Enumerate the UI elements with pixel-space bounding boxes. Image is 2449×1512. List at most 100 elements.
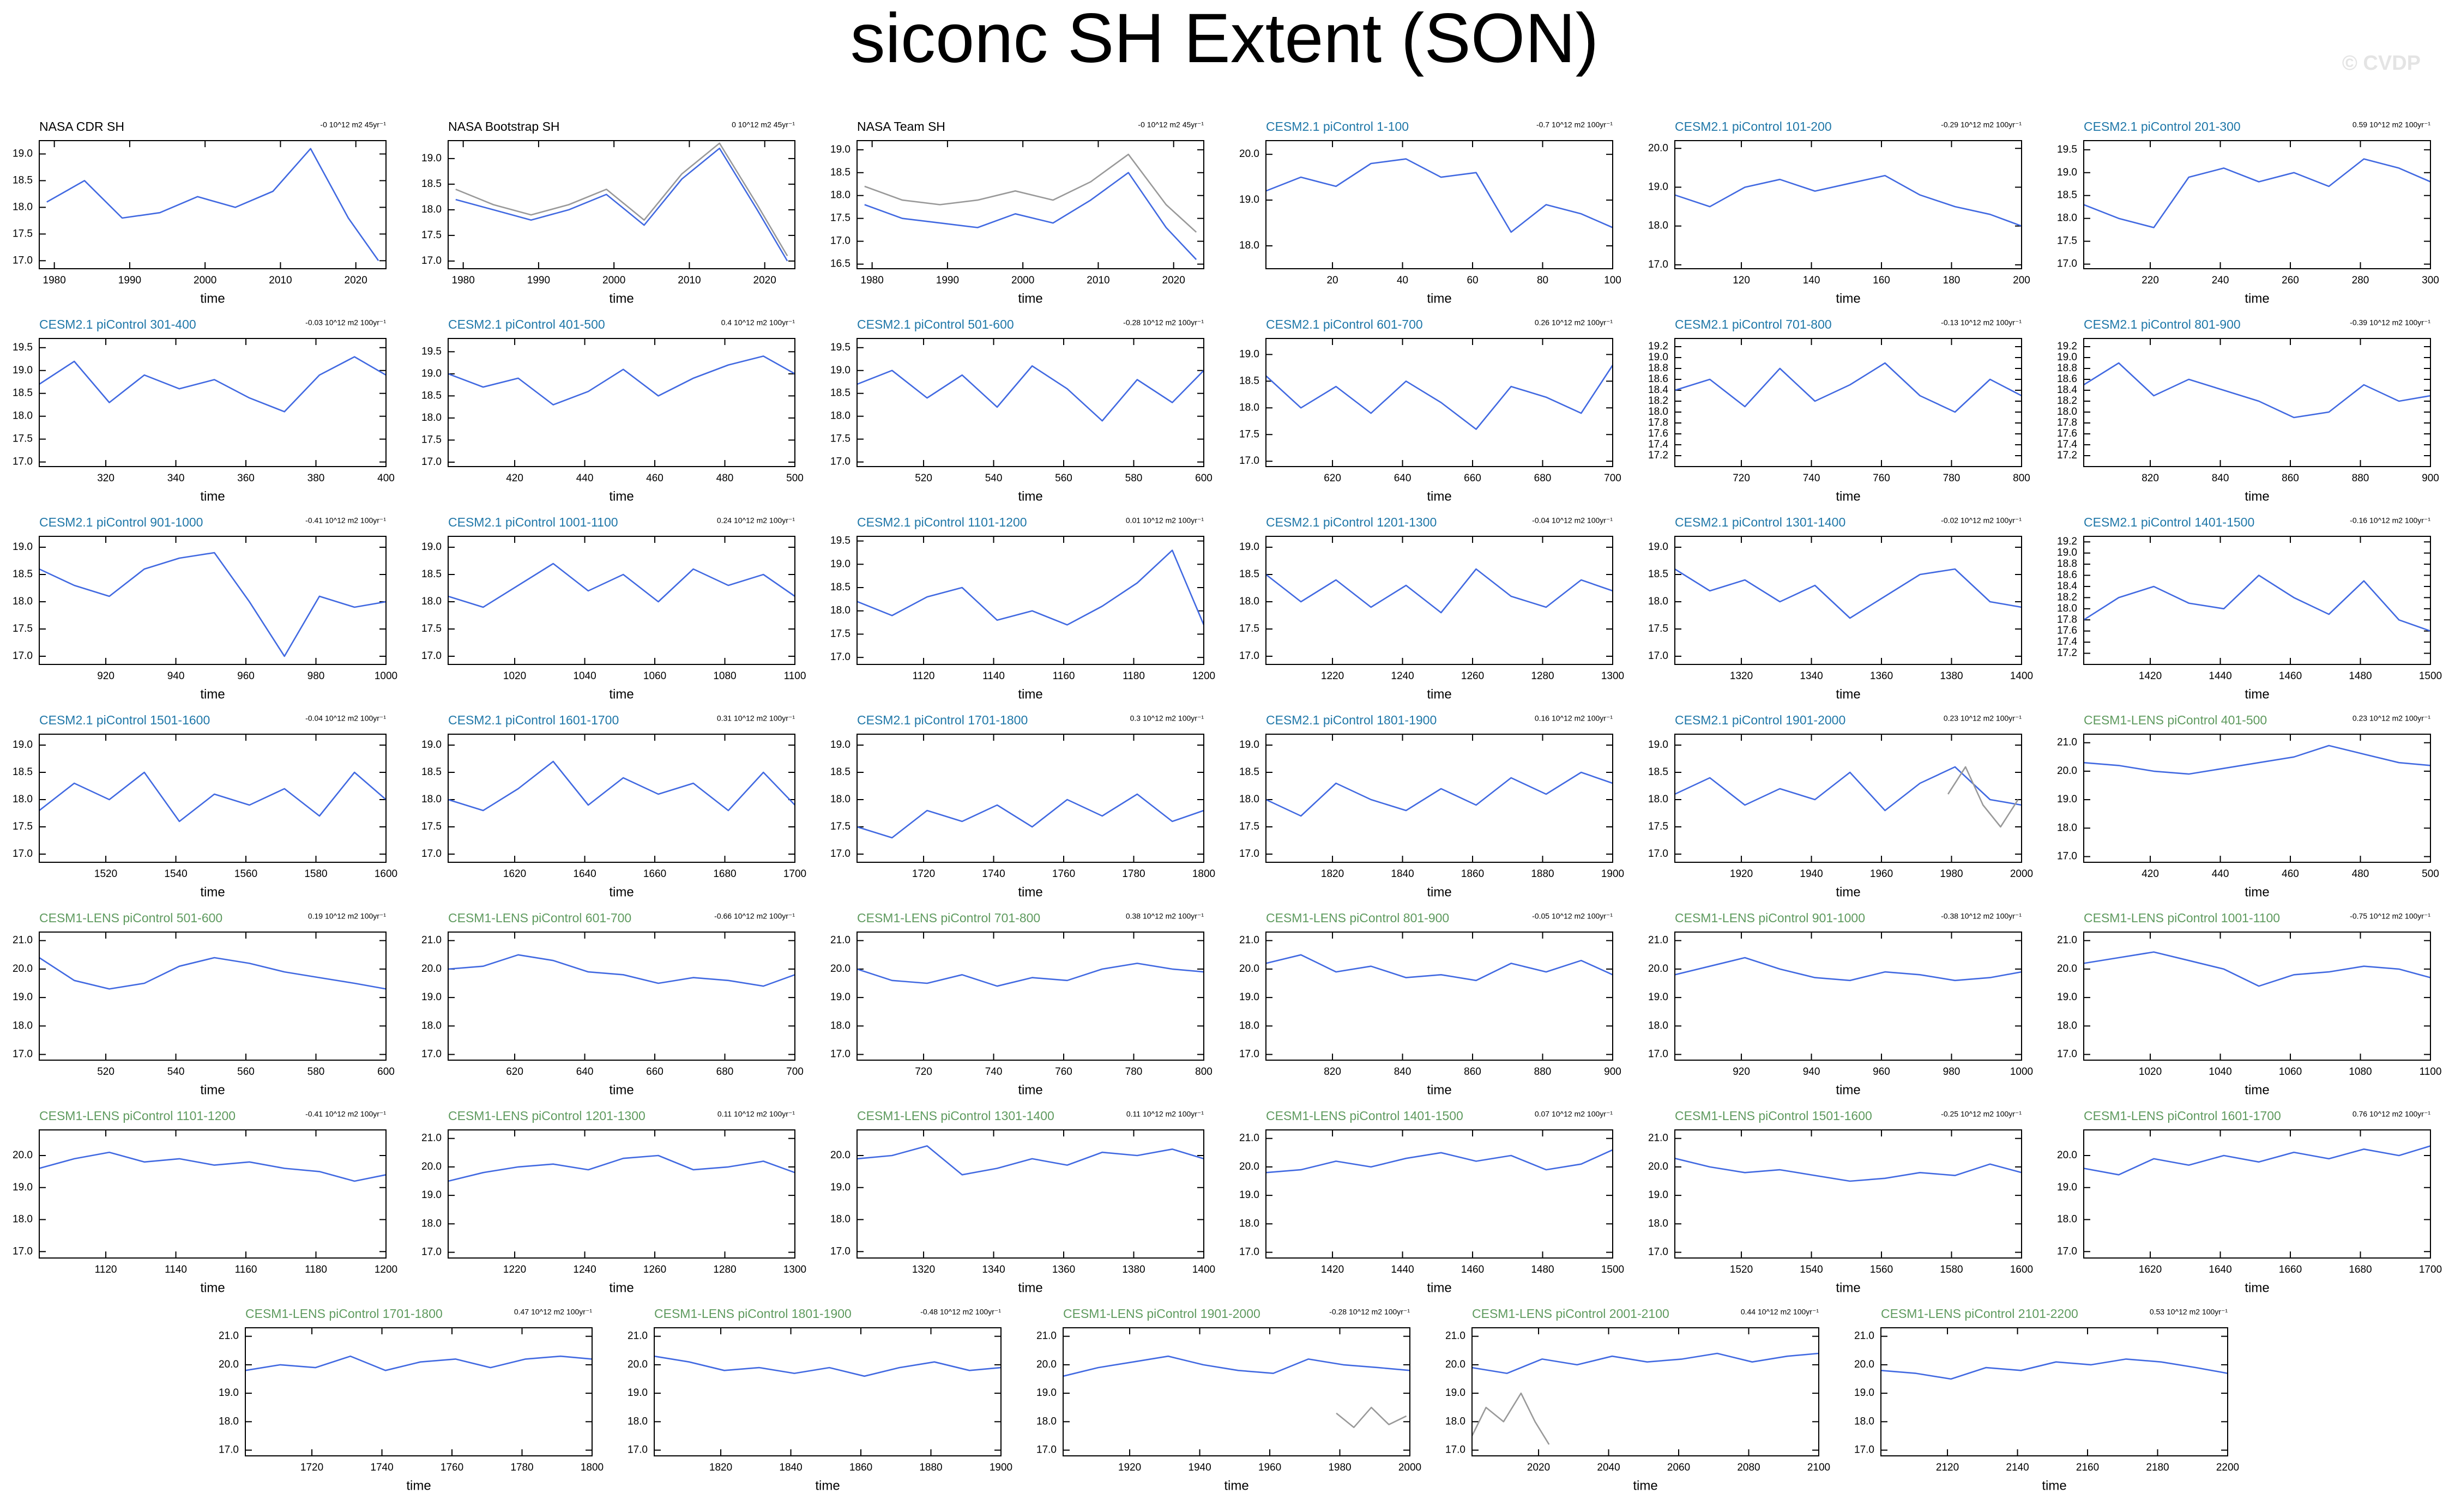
data-line: [2083, 362, 2431, 419]
x-tick-label: 480: [716, 473, 734, 484]
data-line: [1265, 365, 1614, 430]
y-tick-label: 18.0: [1648, 1020, 1668, 1031]
x-axis-label: time: [2245, 1280, 2269, 1295]
x-tick-label: 2020: [345, 275, 367, 286]
x-tick-label: 740: [985, 1066, 1003, 1078]
y-tick-label: 17.5: [421, 623, 442, 634]
x-tick-label: 1780: [510, 1462, 533, 1473]
panel-title: CESM1-LENS piControl 1401-1500: [1266, 1109, 1463, 1123]
panel: CESM1-LENS piControl 2001-2100 0.44 10^12…: [1445, 1307, 1830, 1493]
x-tick-label: 880: [2352, 473, 2369, 484]
y-tick-label: 18.0: [830, 1020, 850, 1031]
panel: CESM1-LENS piControl 1701-1800 0.47 10^12…: [219, 1307, 604, 1493]
x-tick-label: 1060: [643, 670, 666, 682]
plot-frame: [856, 734, 1204, 863]
x-tick-label: 880: [1534, 1066, 1552, 1078]
panel: CESM1-LENS piControl 901-1000 -0.38 10^12…: [1648, 911, 2033, 1097]
panel: NASA CDR SH -0 10^12 m2 45yr⁻¹ 17.0 17.5 18.…: [13, 119, 387, 306]
panel-title: NASA Team SH: [857, 119, 945, 134]
y-tick-label: 17.0: [1648, 1247, 1668, 1258]
trend-label: -0.29 10^12 m2 100yr⁻¹: [1941, 120, 2022, 129]
panel: CESM2.1 piControl 1001-1100 0.24 10^12 m2…: [421, 515, 806, 701]
data-line: [1265, 568, 1613, 614]
x-tick-label: 1100: [784, 670, 806, 682]
y-tick-label: 18.0: [830, 410, 850, 422]
y-tick-label: 17.5: [421, 434, 442, 445]
y-tick-label: 17.0: [830, 651, 850, 663]
y-tick-label: 17.0: [1854, 1444, 1874, 1456]
y-tick-label: 18.4: [2057, 384, 2077, 396]
x-tick-label: 1990: [936, 275, 959, 286]
y-tick-label: 17.4: [2057, 439, 2077, 450]
x-tick-label: 1360: [1870, 670, 1893, 682]
trend-label: -0 10^12 m2 45yr⁻¹: [1138, 120, 1204, 129]
x-tick-label: 540: [985, 473, 1003, 484]
trend-label: -0.13 10^12 m2 100yr⁻¹: [1941, 318, 2022, 327]
x-tick-label: 1800: [581, 1462, 604, 1473]
page-title: siconc SH Extent (SON): [850, 0, 1599, 77]
x-tick-label: 1560: [234, 868, 257, 880]
x-tick-label: 2100: [1807, 1462, 1830, 1473]
y-tick-label: 19.0: [421, 541, 442, 553]
trend-label: 0.23 10^12 m2 100yr⁻¹: [1944, 714, 2022, 723]
panel: CESM1-LENS piControl 1501-1600 -0.25 10^1…: [1648, 1109, 2033, 1295]
trend-label: -0.41 10^12 m2 100yr⁻¹: [305, 516, 386, 525]
x-tick-label: 720: [915, 1066, 932, 1078]
x-tick-label: 2120: [1936, 1462, 1959, 1473]
y-tick-label: 17.0: [628, 1444, 648, 1456]
data-line: [46, 148, 379, 262]
panel-title: CESM2.1 piControl 1501-1600: [39, 713, 210, 727]
y-tick-label: 19.2: [2057, 536, 2077, 547]
data-line: [856, 365, 1204, 422]
x-axis-label: time: [1018, 1082, 1042, 1097]
x-tick-label: 1120: [913, 670, 935, 682]
y-tick-label: 19.5: [421, 346, 442, 357]
y-tick-label: 18.0: [830, 190, 850, 201]
x-tick-label: 2040: [1597, 1462, 1620, 1473]
x-tick-label: 1680: [2349, 1264, 2372, 1275]
y-tick-label: 18.5: [1648, 568, 1668, 580]
y-tick-label: 17.4: [1648, 439, 1668, 450]
trend-label: 0.19 10^12 m2 100yr⁻¹: [308, 912, 386, 921]
y-tick-label: 19.0: [830, 144, 850, 155]
y-tick-label: 17.0: [830, 1049, 850, 1060]
plot-frame: [1471, 1327, 1819, 1456]
y-tick-label: 17.0: [1648, 259, 1668, 270]
x-tick-label: 2010: [678, 275, 701, 286]
x-axis-label: time: [1427, 1280, 1451, 1295]
panel-title: CESM2.1 piControl 1901-2000: [1675, 713, 1845, 727]
plot-frame: [856, 536, 1204, 665]
x-axis-label: time: [1836, 291, 1860, 306]
y-tick-label: 17.6: [2057, 428, 2077, 439]
x-tick-label: 2010: [269, 275, 292, 286]
panel: CESM2.1 piControl 1901-2000 0.23 10^12 m2…: [1648, 713, 2033, 899]
trend-label: -0.75 10^12 m2 100yr⁻¹: [2350, 912, 2430, 921]
data-line: [39, 771, 387, 822]
panel: CESM2.1 piControl 1-100 -0.7 10^12 m2 100…: [1239, 119, 1621, 306]
x-tick-label: 1240: [1391, 670, 1414, 682]
panel-title: CESM1-LENS piControl 1901-2000: [1063, 1307, 1260, 1321]
data-line: [2083, 951, 2431, 987]
y-tick-label: 17.5: [830, 213, 850, 224]
y-tick-label: 19.0: [1648, 991, 1668, 1003]
y-tick-label: 18.6: [2057, 570, 2077, 581]
x-tick-label: 1760: [1052, 868, 1075, 880]
x-tick-label: 1800: [1192, 868, 1215, 880]
x-tick-label: 1200: [375, 1264, 397, 1275]
x-tick-label: 1440: [2209, 670, 2231, 682]
x-tick-label: 1500: [1601, 1264, 1624, 1275]
y-tick-label: 20.0: [219, 1359, 239, 1370]
x-axis-label: time: [200, 489, 225, 504]
x-tick-label: 1840: [1391, 868, 1414, 880]
x-tick-label: 1160: [1053, 670, 1075, 682]
x-axis-label: time: [609, 291, 634, 306]
x-tick-label: 2000: [2010, 868, 2033, 880]
x-tick-label: 2200: [2216, 1462, 2239, 1473]
y-tick-label: 17.5: [830, 433, 850, 445]
trend-label: -0.03 10^12 m2 100yr⁻¹: [305, 318, 386, 327]
x-tick-label: 560: [237, 1066, 255, 1078]
y-tick-label: 21.0: [421, 1133, 442, 1144]
y-tick-label: 19.2: [1648, 341, 1668, 352]
x-tick-label: 760: [1055, 1066, 1072, 1078]
